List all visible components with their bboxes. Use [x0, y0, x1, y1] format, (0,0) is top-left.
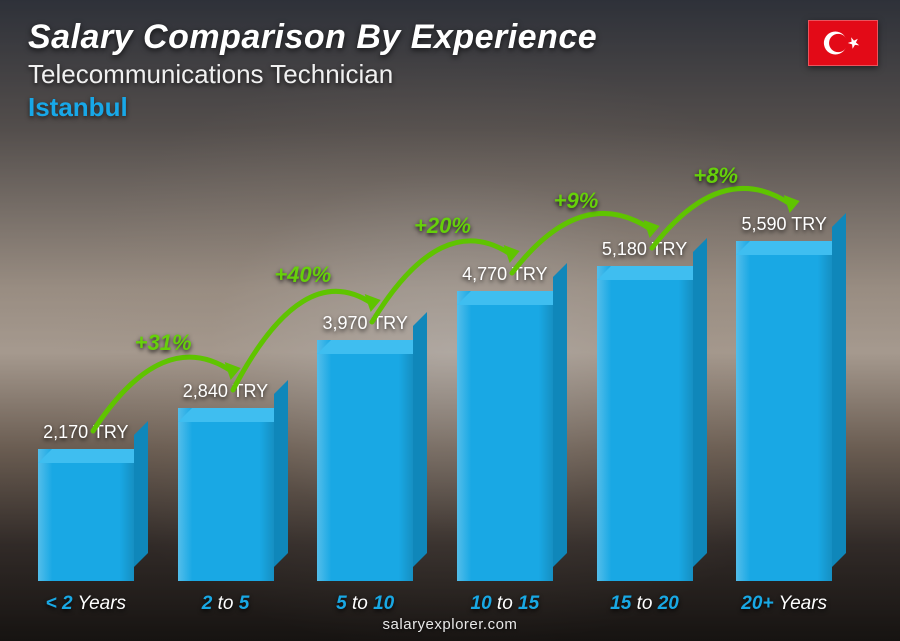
bar-group: 5,180 TRY15 to 20 — [579, 101, 711, 581]
bar-value-label: 5,180 TRY — [602, 239, 687, 260]
bar — [736, 241, 832, 581]
bar-category-label: 2 to 5 — [202, 593, 250, 615]
bar-value-label: 5,590 TRY — [741, 214, 826, 235]
bar-group: 5,590 TRY20+ Years — [718, 101, 850, 581]
bar-value-label: 3,970 TRY — [322, 313, 407, 334]
bar-value-label: 2,170 TRY — [43, 422, 128, 443]
bar — [457, 291, 553, 581]
bar-category-label: 5 to 10 — [336, 593, 394, 615]
delta-label: +20% — [414, 213, 471, 239]
bar-group: 3,970 TRY5 to 10 — [299, 101, 431, 581]
delta-label: +40% — [274, 262, 331, 288]
footer-attribution: salaryexplorer.com — [0, 616, 900, 633]
bar-chart: 2,170 TRY< 2 Years2,840 TRY2 to 53,970 T… — [20, 101, 850, 581]
bar-category-label: 10 to 15 — [471, 593, 540, 615]
delta-label: +9% — [554, 188, 599, 214]
bar-value-label: 2,840 TRY — [183, 381, 268, 402]
bar-group: 4,770 TRY10 to 15 — [439, 101, 571, 581]
bar-category-label: 20+ Years — [741, 593, 827, 615]
bar — [38, 449, 134, 581]
chart-title: Salary Comparison By Experience — [28, 18, 790, 57]
bar-category-label: < 2 Years — [46, 593, 126, 615]
bar — [317, 340, 413, 581]
bar-value-label: 4,770 TRY — [462, 264, 547, 285]
bar-category-label: 15 to 20 — [610, 593, 679, 615]
bar-group: 2,170 TRY< 2 Years — [20, 101, 152, 581]
delta-label: +31% — [135, 330, 192, 356]
bar — [597, 266, 693, 581]
bar — [178, 408, 274, 581]
chart-subtitle: Telecommunications Technician — [28, 59, 790, 90]
turkey-flag-icon — [808, 20, 878, 66]
delta-label: +8% — [693, 163, 738, 189]
